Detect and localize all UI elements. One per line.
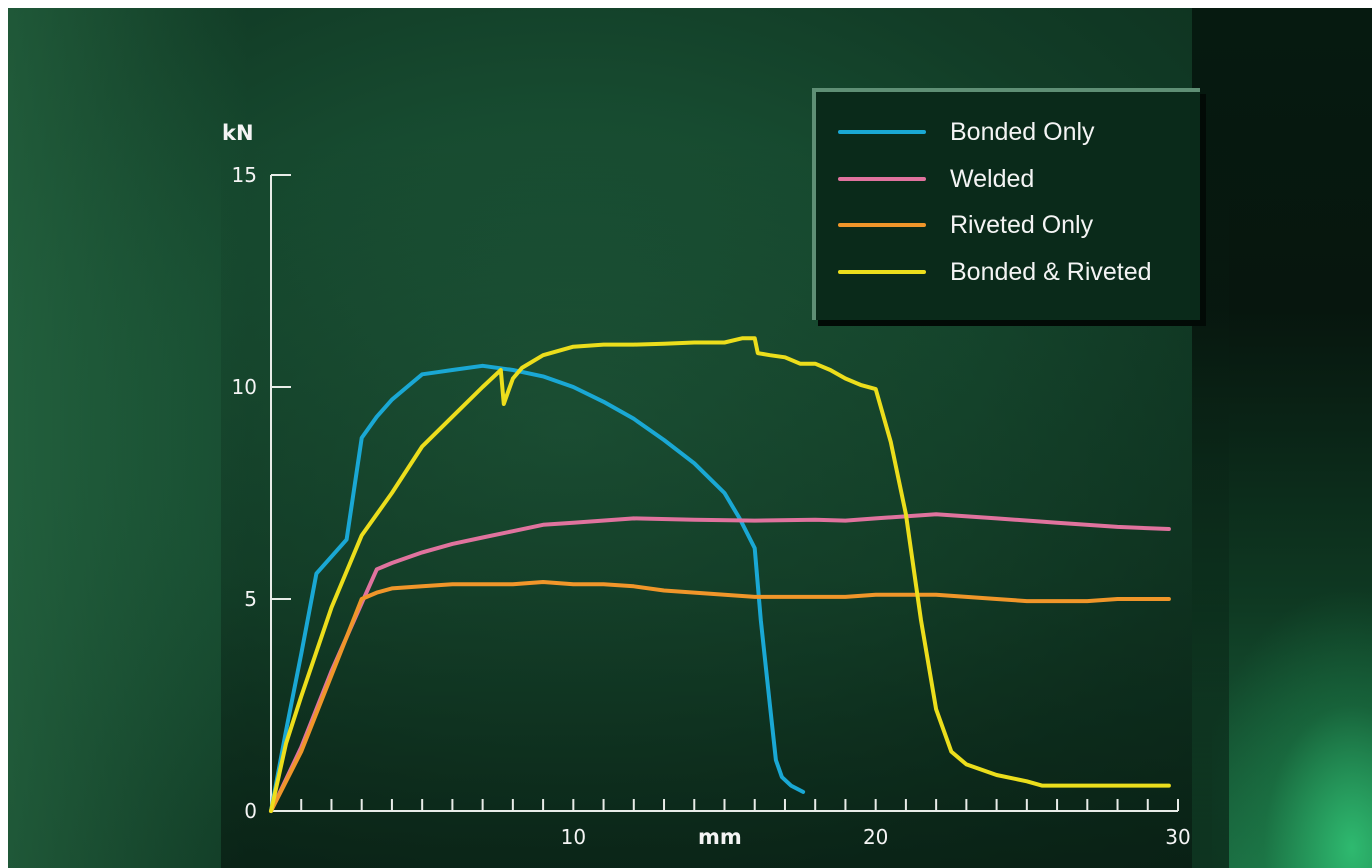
legend-swatch <box>838 223 926 227</box>
x-tick-label: 20 <box>863 825 888 849</box>
backdrop-left-glow <box>8 8 248 868</box>
legend-swatch <box>838 270 926 274</box>
y-tick-label: 0 <box>244 799 257 823</box>
series-line-bonded-only <box>269 363 806 813</box>
legend-swatch <box>838 177 926 181</box>
x-tick-label: 10 <box>561 825 586 849</box>
legend-item-bonded-only: Bonded Only <box>838 116 1198 148</box>
legend-item-welded: Welded <box>838 163 1198 195</box>
y-axis-label: kN <box>222 121 254 145</box>
legend-label: Bonded Only <box>950 118 1095 146</box>
series-line-welded <box>269 512 1171 813</box>
series-line-bonded-and-riveted <box>269 336 1171 813</box>
backdrop-right-glow <box>1212 528 1372 868</box>
y-tick-label: 15 <box>232 163 257 187</box>
legend-label: Welded <box>950 165 1035 193</box>
x-axis-label: mm <box>698 825 742 849</box>
legend: Bonded Only Welded Riveted Only Bonded &… <box>812 88 1200 320</box>
y-tick-label: 5 <box>244 587 257 611</box>
y-tick-label: 10 <box>232 375 257 399</box>
legend-item-bonded-and-riveted: Bonded & Riveted <box>838 256 1198 288</box>
legend-label: Riveted Only <box>950 211 1094 239</box>
legend-label: Bonded & Riveted <box>950 258 1152 286</box>
legend-item-riveted-only: Riveted Only <box>838 209 1198 241</box>
x-tick-label: 30 <box>1165 825 1190 849</box>
legend-swatch <box>838 130 926 134</box>
axes: 0 5 10 15 10 20 30 <box>232 163 1191 849</box>
series-line-riveted-only <box>269 580 1171 813</box>
series-lines <box>269 336 1171 813</box>
